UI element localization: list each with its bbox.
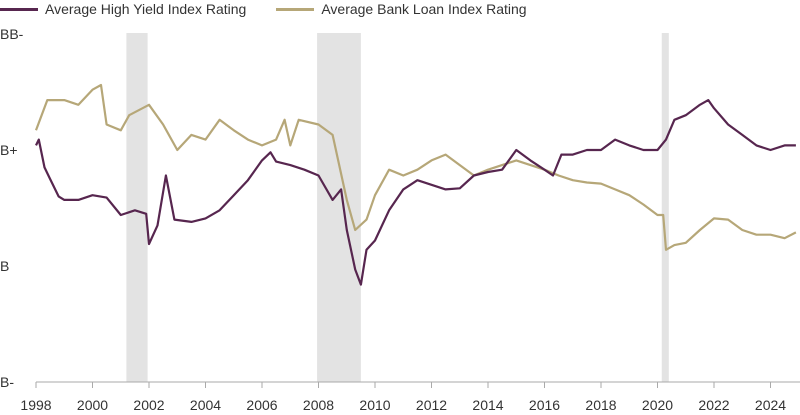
data-lines (34, 83, 797, 286)
y-tick-label: B- (0, 374, 14, 390)
y-tick-label: BB- (0, 26, 24, 42)
x-tick-label: 2018 (585, 397, 617, 413)
x-tick-label: 2022 (698, 397, 730, 413)
x-tick-label: 2024 (754, 397, 787, 413)
bank-loan-line (34, 83, 797, 251)
y-tick-label: B+ (0, 142, 18, 158)
x-axis-line (35, 381, 800, 388)
chart-legend: Average High Yield Index Rating Average … (0, 0, 557, 18)
x-tick-label: 1998 (20, 397, 52, 413)
x-tick-label: 2012 (415, 397, 448, 413)
legend-label-bank-loan: Average Bank Loan Index Rating (321, 1, 527, 17)
x-tick-label: 2006 (246, 397, 278, 413)
x-tick-label: 2014 (472, 397, 504, 413)
x-tick-label: 2020 (641, 397, 674, 413)
x-tick-label: 2004 (189, 397, 222, 413)
x-tick-label: 2000 (76, 397, 109, 413)
recession-band (661, 33, 669, 382)
x-tick-label: 2010 (359, 397, 391, 413)
x-tick-label: 2008 (302, 397, 335, 413)
bank-loan-swatch-icon (276, 7, 315, 11)
legend-item-high-yield: Average High Yield Index Rating (0, 1, 246, 17)
high-yield-line (35, 98, 796, 286)
recession-band (317, 33, 361, 382)
legend-item-bank-loan: Average Bank Loan Index Rating (276, 1, 527, 17)
y-tick-label: B (0, 258, 10, 274)
x-tick-label: 2002 (133, 397, 165, 413)
legend-label-high-yield: Average High Yield Index Rating (45, 1, 247, 17)
x-tick-label: 2016 (528, 397, 561, 413)
recession-band (126, 33, 148, 382)
recession-bands (126, 33, 669, 382)
high-yield-swatch-icon (0, 7, 38, 11)
